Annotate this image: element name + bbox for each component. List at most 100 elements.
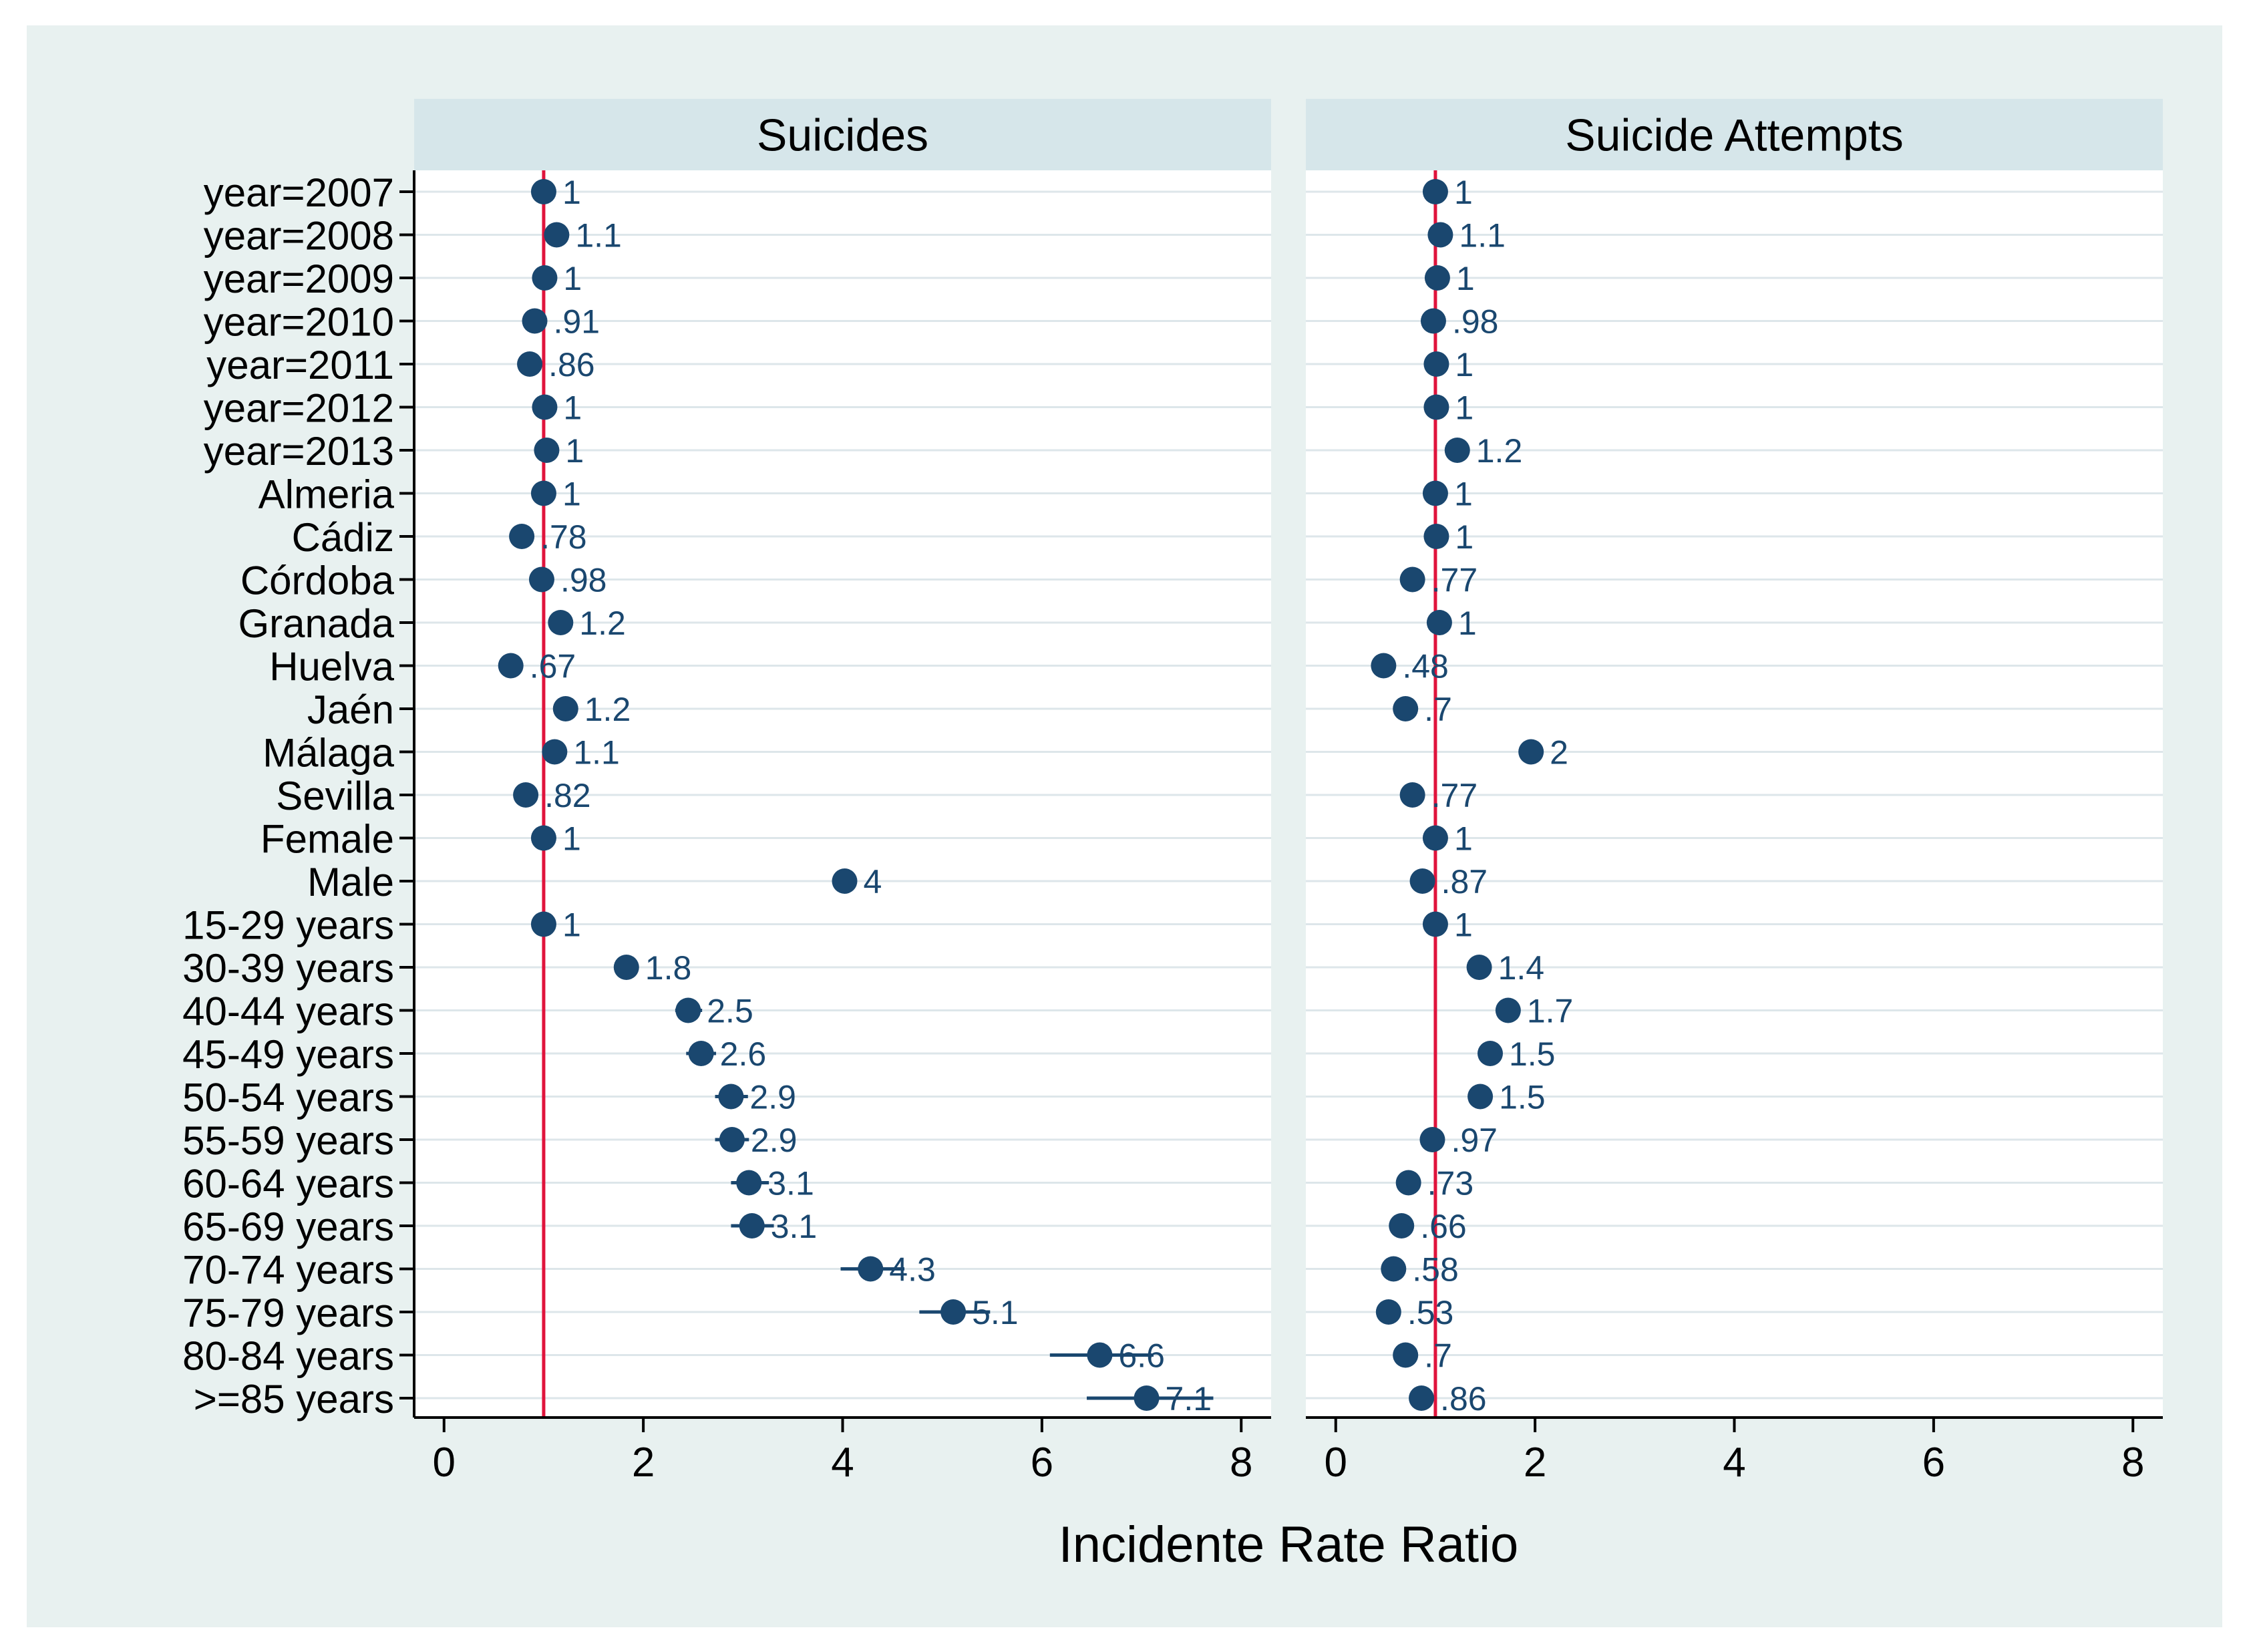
y-tick-label: 65-69 years — [182, 1204, 394, 1249]
y-tick-label: Granada — [238, 601, 395, 646]
y-tick-label: year=2011 — [206, 343, 394, 387]
data-point-suicides — [739, 1213, 765, 1238]
data-label-suicides: 1.1 — [573, 734, 620, 772]
data-point-suicides — [542, 739, 568, 765]
data-label-suicides: 1 — [565, 432, 584, 470]
data-label-suicides: 2.6 — [720, 1035, 767, 1073]
data-label-suicide-attempts: 1.1 — [1459, 217, 1506, 255]
data-point-suicide-attempts — [1467, 1084, 1494, 1110]
data-label-suicide-attempts: 1 — [1454, 476, 1473, 513]
data-point-suicides — [534, 438, 560, 463]
data-label-suicide-attempts: .77 — [1431, 562, 1478, 599]
data-point-suicide-attempts — [1423, 524, 1449, 549]
data-label-suicides: .67 — [530, 648, 576, 685]
data-point-suicide-attempts — [1422, 480, 1448, 506]
data-point-suicide-attempts — [1393, 1342, 1419, 1368]
data-point-suicides — [530, 480, 556, 506]
data-point-suicides — [544, 222, 570, 248]
data-label-suicides: 1 — [562, 174, 581, 211]
data-point-suicides — [1087, 1342, 1113, 1368]
x-axis-suicides: 0 2 4 6 8 — [414, 1416, 1271, 1486]
data-label-suicides: 1.2 — [584, 691, 631, 728]
data-point-suicides — [688, 1041, 714, 1066]
data-label-suicide-attempts: 1.7 — [1527, 993, 1574, 1030]
data-label-suicide-attempts: .86 — [1440, 1380, 1487, 1418]
y-axis: year=2007year=2008year=2009year=2010year… — [182, 170, 415, 1422]
data-point-suicide-attempts — [1393, 696, 1419, 721]
data-label-suicide-attempts: .66 — [1420, 1208, 1467, 1245]
data-point-suicide-attempts — [1422, 911, 1448, 937]
data-label-suicide-attempts: 1 — [1454, 820, 1473, 858]
data-point-suicides — [552, 696, 578, 721]
panel-title-suicide-attempts: Suicide Attempts — [1565, 110, 1903, 161]
data-point-suicide-attempts — [1419, 1127, 1445, 1152]
data-point-suicides — [498, 653, 524, 679]
data-label-suicides: 5.1 — [972, 1294, 1019, 1331]
data-label-suicides: 7.1 — [1166, 1380, 1212, 1418]
data-label-suicides: 4.3 — [889, 1251, 936, 1289]
marks-suicide-attempts: 11.11.98111.211.771.48.72.771.8711.41.71… — [1371, 174, 1573, 1418]
marks-suicides: 1 1.1 1 .91 .86 1 1 1 .78 .98 1.2.671.2 1.1 .82 1 4 1 1.… — [498, 174, 1214, 1418]
y-tick-label: 70-74 years — [182, 1248, 394, 1293]
data-label-suicides: 1.1 — [575, 217, 622, 255]
data-point-suicide-attempts — [1409, 1385, 1435, 1411]
data-point-suicide-attempts — [1375, 1299, 1401, 1325]
data-point-suicide-attempts — [1423, 351, 1449, 377]
x-tick-label: 8 — [2121, 1440, 2144, 1486]
data-point-suicides — [528, 566, 554, 593]
data-point-suicide-attempts — [1381, 1256, 1407, 1282]
y-tick-label: year=2013 — [204, 429, 394, 474]
data-label-suicides: 4 — [863, 863, 882, 900]
y-tick-label: 60-64 years — [182, 1162, 394, 1206]
y-tick-label: Córdoba — [240, 558, 395, 603]
panel-suicide-attempts: Suicide Attempts 11.11.98111.211.771.48.… — [1306, 99, 2163, 1486]
y-tick-label: Female — [261, 817, 394, 862]
data-label-suicide-attempts: .73 — [1427, 1165, 1474, 1202]
y-tick-label: 15-29 years — [182, 903, 394, 948]
panel-suicides: Suicides 1 1.1 1 .91 .86 1 1 1 .78 .98 1.2.671.2 1.… — [414, 99, 1271, 1486]
data-label-suicide-attempts: 1.5 — [1499, 1079, 1546, 1116]
data-label-suicides: .86 — [548, 346, 595, 383]
data-label-suicide-attempts: .58 — [1412, 1251, 1459, 1289]
data-point-suicides — [940, 1299, 967, 1325]
data-point-suicide-attempts — [1424, 265, 1450, 291]
x-tick-label: 0 — [433, 1440, 456, 1486]
y-tick-label: Sevilla — [276, 774, 394, 818]
data-label-suicides: 1 — [562, 906, 581, 944]
data-label-suicide-attempts: .97 — [1451, 1122, 1498, 1159]
data-label-suicides: .91 — [554, 303, 600, 341]
data-label-suicide-attempts: 1.4 — [1498, 949, 1545, 987]
data-label-suicide-attempts: .98 — [1452, 303, 1499, 341]
y-tick-label: 75-79 years — [182, 1291, 394, 1335]
x-tick-label: 2 — [632, 1440, 655, 1486]
data-label-suicide-attempts: 1 — [1456, 260, 1475, 297]
panel-title-suicides: Suicides — [757, 110, 928, 161]
data-label-suicide-attempts: 1 — [1454, 906, 1473, 944]
data-label-suicides: 1 — [563, 389, 582, 427]
data-point-suicide-attempts — [1444, 438, 1470, 463]
data-point-suicide-attempts — [1399, 782, 1425, 808]
data-label-suicides: 2.5 — [707, 993, 753, 1030]
data-label-suicides: 6.6 — [1118, 1337, 1165, 1375]
y-tick-label: 55-59 years — [182, 1118, 394, 1163]
data-label-suicides: 2.9 — [751, 1122, 798, 1159]
data-label-suicides: 1.2 — [579, 605, 626, 642]
data-point-suicides — [675, 997, 701, 1023]
data-label-suicide-attempts: 1 — [1455, 346, 1474, 383]
data-point-suicides — [522, 308, 548, 334]
y-tick-label: Huelva — [269, 645, 394, 689]
y-tick-label: Cádiz — [292, 515, 394, 560]
data-point-suicide-attempts — [1422, 825, 1448, 851]
data-label-suicides: 1 — [563, 260, 582, 297]
data-point-suicides — [513, 782, 539, 808]
x-tick-label: 4 — [1723, 1440, 1745, 1486]
data-point-suicides — [509, 524, 535, 549]
data-label-suicide-attempts: 1 — [1458, 605, 1477, 642]
data-point-suicides — [719, 1127, 745, 1152]
y-tick-label: year=2008 — [204, 214, 394, 259]
data-point-suicide-attempts — [1395, 1170, 1421, 1196]
data-point-suicides — [832, 868, 858, 894]
data-point-suicides — [1134, 1385, 1160, 1411]
y-tick-label: Málaga — [263, 731, 394, 776]
